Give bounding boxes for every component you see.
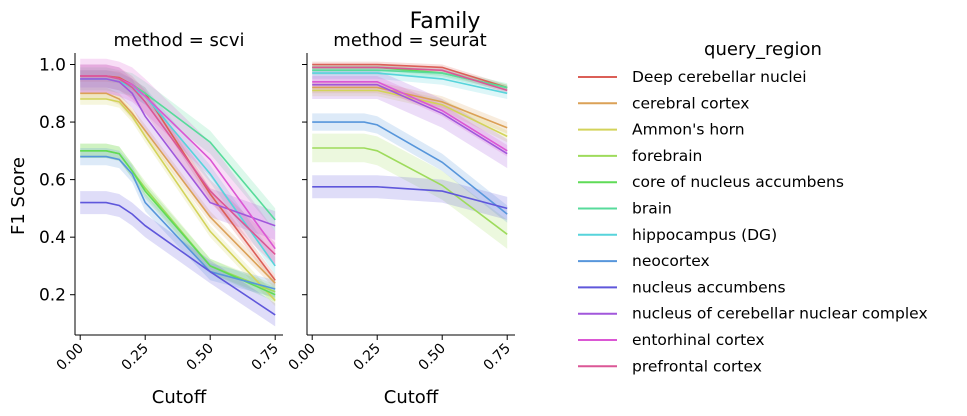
legend-item: hippocampus (DG) [578,226,777,244]
legend-item: nucleus accumbens [578,278,786,296]
line-prefrontal-cortex [312,66,508,92]
x-tick-label: 0.00 [54,341,87,374]
x-ticks: 0.00 0.25 0.50 0.75 [54,335,282,374]
line-hippocampus-dg- [312,72,508,95]
panel-scvi: method = scvi 0.00 0.25 0.50 0.75 0.2 0.4 0.6… [39,30,283,408]
line-nucleus-of-cerebellar-nuclear-complex [80,78,276,227]
line-neocortex [80,155,276,290]
legend-label: hippocampus (DG) [632,226,777,244]
legend-item: nucleus of cerebellar nuclear complex [578,305,928,323]
y-tick-label: 0.6 [39,171,66,191]
legend-item: cerebral cortex [578,94,749,112]
legend-label: Deep cerebellar nuclei [632,68,807,86]
band-cerebral-cortex [80,87,276,289]
line-prefrontal-cortex [80,75,276,255]
band-forebrain [80,143,276,299]
legend-label: forebrain [632,147,702,165]
y-tick-label: 1.0 [39,56,66,76]
line-core-of-nucleus-accumbens [80,150,276,296]
band-ammon-s-horn [80,93,276,307]
figure-suptitle: Family [410,9,481,34]
y-axis-label: F1 Score [8,157,29,235]
line-entorhinal-cortex [312,81,508,152]
series-lines [312,63,508,235]
x-tick-label: 0.25 [119,341,152,374]
x-tick-label: 0.50 [416,341,449,374]
legend-item: core of nucleus accumbens [578,173,844,191]
legend: query_region Deep cerebellar nuclei cereb… [578,39,928,375]
legend-label: cerebral cortex [632,94,749,112]
x-axis-label: Cutoff [384,387,439,408]
legend-label: nucleus of cerebellar nuclear complex [632,305,928,323]
line-deep-cerebellar-nuclei [312,63,508,89]
band-hippocampus-dg- [312,67,508,99]
series-lines [80,75,276,316]
panel-title: method = scvi [114,30,245,51]
x-tick-label: 0.00 [286,341,319,374]
line-neocortex [312,121,508,215]
band-core-of-nucleus-accumbens [80,143,276,302]
y-tick-label: 0.2 [39,286,66,306]
legend-label: nucleus accumbens [632,278,786,296]
y-tick-label: 0.8 [39,113,66,133]
x-tick-label: 0.75 [249,341,282,374]
legend-items: Deep cerebellar nuclei cerebral cortex Amm… [578,68,928,375]
x-tick-label: 0.50 [184,341,217,374]
line-brain [312,69,508,89]
line-forebrain [312,147,508,235]
legend-item: brain [578,200,672,218]
band-forebrain [312,133,508,249]
x-tick-label: 0.75 [481,341,514,374]
legend-label: prefrontal cortex [632,357,762,375]
panel-title: method = seurat [333,30,486,51]
line-ammon-s-horn [80,98,276,302]
legend-item: forebrain [578,147,702,165]
legend-title: query_region [704,39,822,60]
band-brain [80,67,276,232]
band-nucleus-of-cerebellar-nuclear-complex [312,70,508,169]
y-ticks [302,64,307,296]
line-nucleus-of-cerebellar-nuclear-complex [312,83,508,155]
x-ticks: 0.00 0.25 0.50 0.75 [286,335,514,374]
legend-label: entorhinal cortex [632,331,765,349]
legend-item: Deep cerebellar nuclei [578,68,807,86]
legend-item: neocortex [578,252,710,270]
line-nucleus-accumbens [312,186,508,210]
legend-label: Ammon's horn [632,121,745,139]
line-ammon-s-horn [312,89,508,138]
band-neocortex [80,148,276,298]
legend-item: prefrontal cortex [578,357,762,375]
y-ticks: 0.2 0.4 0.6 0.8 1.0 [39,56,75,306]
legend-label: neocortex [632,252,710,270]
panel-seurat: method = seurat 0.00 0.25 0.50 0.75 Cutoff [286,30,515,408]
x-tick-label: 0.25 [351,341,384,374]
line-cerebral-cortex [312,86,508,129]
legend-label: core of nucleus accumbens [632,173,844,191]
band-neocortex [312,113,508,223]
line-cerebral-cortex [80,92,276,284]
x-axis-label: Cutoff [152,387,207,408]
legend-item: entorhinal cortex [578,331,765,349]
legend-label: brain [632,200,672,218]
legend-item: Ammon's horn [578,121,745,139]
band-nucleus-accumbens [80,191,276,327]
line-nucleus-accumbens [80,201,276,316]
y-tick-label: 0.4 [39,228,66,248]
